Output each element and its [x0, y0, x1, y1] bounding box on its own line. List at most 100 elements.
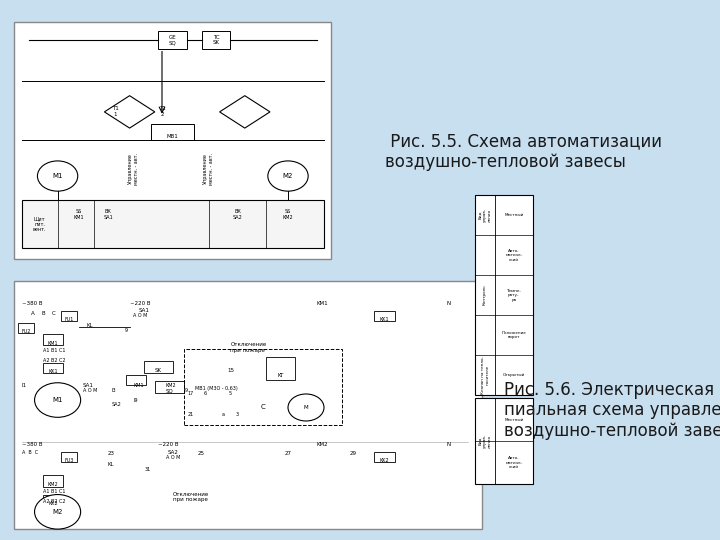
- Text: TC
SK: TC SK: [212, 35, 220, 45]
- Text: ~380 В: ~380 В: [22, 301, 42, 306]
- Text: Местный: Местный: [504, 213, 523, 217]
- Text: ВК
SA1: ВК SA1: [103, 209, 113, 220]
- Text: KM2: KM2: [48, 482, 58, 488]
- Text: A: A: [30, 310, 35, 315]
- Text: 3: 3: [236, 413, 239, 417]
- Text: I3: I3: [112, 388, 116, 393]
- Text: KL: KL: [108, 462, 114, 467]
- FancyBboxPatch shape: [475, 195, 533, 395]
- Text: a: a: [222, 413, 225, 417]
- Text: KK1: KK1: [379, 317, 390, 322]
- Text: A O M: A O M: [133, 313, 148, 318]
- Text: MB1: MB1: [167, 134, 179, 139]
- Text: Вид
управ-
ления: Вид управ- ления: [478, 434, 492, 448]
- Text: SA2: SA2: [167, 450, 179, 455]
- Text: SA1: SA1: [83, 383, 94, 388]
- Text: KM1: KM1: [133, 383, 144, 388]
- Text: Управление
местн. - авт.: Управление местн. - авт.: [128, 153, 138, 185]
- Text: SA1: SA1: [138, 308, 150, 313]
- Text: Клапан на тепло-
носителе: Клапан на тепло- носителе: [481, 356, 490, 394]
- Circle shape: [268, 161, 308, 191]
- FancyBboxPatch shape: [43, 495, 63, 504]
- FancyBboxPatch shape: [14, 281, 482, 529]
- Text: SQ: SQ: [166, 388, 173, 393]
- FancyBboxPatch shape: [22, 200, 324, 248]
- Text: Рис. 5.5. Схема автоматизации
воздушно-тепловой завесы: Рис. 5.5. Схема автоматизации воздушно-т…: [385, 132, 662, 171]
- Text: ~220 В: ~220 В: [158, 442, 179, 447]
- FancyBboxPatch shape: [144, 361, 173, 373]
- Text: 9: 9: [184, 388, 187, 393]
- FancyBboxPatch shape: [151, 124, 194, 140]
- Text: KK2: KK2: [379, 458, 390, 463]
- Circle shape: [37, 161, 78, 191]
- Text: I9: I9: [133, 397, 138, 402]
- Text: Управление
местн. - авт.: Управление местн. - авт.: [204, 153, 215, 185]
- Text: GE
SQ: GE SQ: [169, 35, 176, 45]
- Polygon shape: [220, 96, 270, 128]
- Text: ~380 В: ~380 В: [22, 442, 42, 447]
- Text: KM1: KM1: [48, 341, 58, 346]
- Text: T1
1: T1 1: [112, 106, 119, 117]
- Text: T1
2: T1 2: [158, 106, 166, 117]
- Polygon shape: [104, 96, 155, 128]
- Text: 27: 27: [284, 451, 292, 456]
- Text: FU2: FU2: [21, 329, 31, 334]
- Text: A O M: A O M: [166, 455, 180, 460]
- Text: Рис. 5.6. Электрическая принци-
пиальная схема управления
воздушно-тепловой заве: Рис. 5.6. Электрическая принци- пиальная…: [504, 381, 720, 440]
- Text: C: C: [52, 310, 56, 315]
- FancyBboxPatch shape: [43, 475, 63, 487]
- Text: MB1 (M3O - 0,63): MB1 (M3O - 0,63): [194, 386, 238, 391]
- Text: ~220 В: ~220 В: [130, 301, 150, 306]
- FancyBboxPatch shape: [374, 453, 395, 462]
- Text: 21: 21: [188, 413, 194, 417]
- Text: ВК
SA2: ВК SA2: [233, 209, 243, 220]
- Text: A2 B2 C2: A2 B2 C2: [43, 358, 66, 363]
- Circle shape: [288, 394, 324, 421]
- Text: Положение
ворот: Положение ворот: [501, 331, 526, 340]
- Text: KM2: KM2: [166, 383, 176, 388]
- FancyBboxPatch shape: [475, 398, 533, 484]
- FancyBboxPatch shape: [126, 375, 146, 385]
- Text: Авто-
матиче-
ский: Авто- матиче- ский: [505, 248, 522, 262]
- Text: A1 B1 C1: A1 B1 C1: [43, 489, 66, 495]
- Text: Контроль: Контроль: [483, 285, 487, 306]
- FancyBboxPatch shape: [158, 31, 187, 49]
- Text: 17: 17: [188, 392, 194, 396]
- Text: FU1: FU1: [64, 317, 74, 322]
- Text: 9: 9: [125, 328, 127, 333]
- Circle shape: [35, 495, 81, 529]
- Text: SK: SK: [155, 368, 162, 373]
- Text: 23: 23: [108, 451, 115, 456]
- Text: 25: 25: [198, 451, 205, 456]
- Text: M2: M2: [53, 509, 63, 515]
- FancyBboxPatch shape: [14, 22, 331, 259]
- Text: M2: M2: [283, 173, 293, 179]
- FancyBboxPatch shape: [43, 363, 63, 373]
- Text: 29: 29: [349, 451, 356, 456]
- Text: A1 B1 C1: A1 B1 C1: [43, 348, 66, 353]
- Text: Щит
пит.
вент.: Щит пит. вент.: [33, 216, 46, 232]
- Text: N: N: [446, 442, 451, 447]
- Text: N: N: [446, 301, 451, 306]
- Text: KM2: KM2: [317, 442, 328, 447]
- Text: SA2: SA2: [112, 402, 122, 408]
- Text: Вид
управ-
ления: Вид управ- ления: [478, 208, 492, 222]
- Text: 5: 5: [229, 392, 232, 396]
- Text: A O M: A O M: [83, 388, 97, 393]
- Text: KT: KT: [278, 373, 284, 378]
- Text: C: C: [261, 404, 265, 410]
- Text: M: M: [304, 405, 308, 410]
- Text: SS
KM2: SS KM2: [283, 209, 293, 220]
- Text: I1: I1: [22, 383, 27, 388]
- FancyBboxPatch shape: [374, 311, 395, 321]
- Circle shape: [35, 383, 81, 417]
- FancyBboxPatch shape: [202, 31, 230, 49]
- Text: Авто-
матиче-
ский: Авто- матиче- ский: [505, 456, 522, 469]
- FancyBboxPatch shape: [61, 311, 77, 321]
- Text: A  B  C: A B C: [22, 450, 37, 455]
- FancyBboxPatch shape: [18, 323, 34, 333]
- Text: KK2: KK2: [48, 501, 58, 505]
- FancyBboxPatch shape: [155, 381, 184, 393]
- Text: KK1: KK1: [48, 369, 58, 374]
- FancyBboxPatch shape: [43, 334, 63, 346]
